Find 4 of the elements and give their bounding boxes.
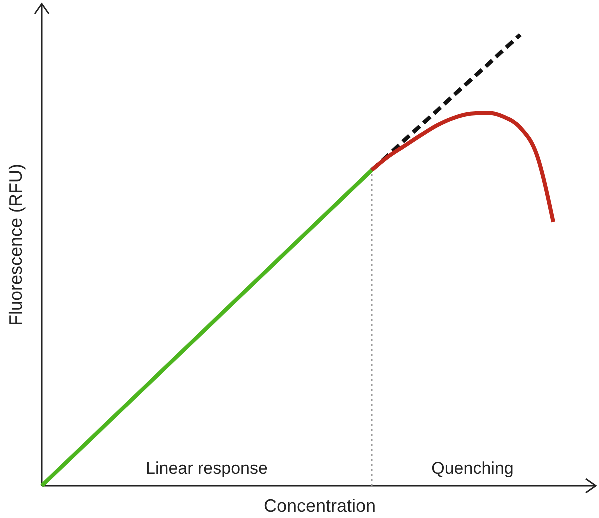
annotation: Quenching bbox=[432, 459, 514, 478]
x-axis-title: Concentration bbox=[264, 496, 376, 516]
annotation: Linear response bbox=[146, 459, 268, 478]
y-axis-title: Fluorescence (RFU) bbox=[6, 164, 26, 326]
